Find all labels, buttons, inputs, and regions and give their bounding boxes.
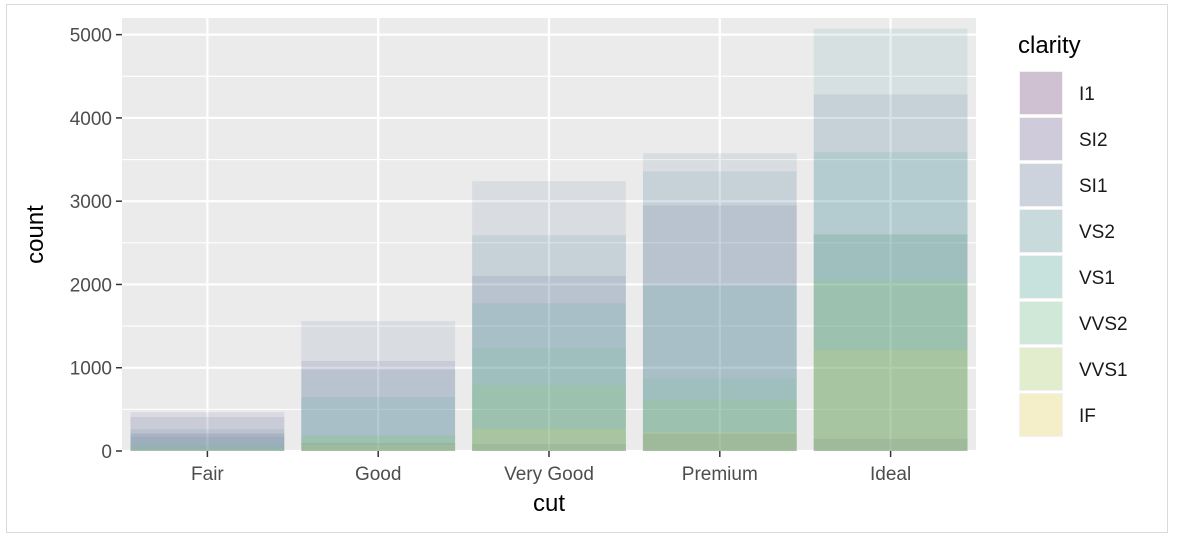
bar-si2-premium	[642, 205, 797, 451]
bar-vvs2-good	[301, 435, 456, 451]
legend-key-swatch	[1020, 302, 1062, 344]
bar-si2-ideal	[813, 234, 968, 451]
legend-item-i1: I1	[1019, 71, 1095, 115]
bar-if-fair	[130, 450, 285, 451]
y-tick-label: 0	[101, 442, 112, 463]
legend-key-swatch	[1020, 256, 1062, 298]
legend-key-swatch	[1020, 348, 1062, 390]
legend-item-vvs2: VVS2	[1019, 301, 1128, 345]
legend-key-background	[1019, 255, 1063, 299]
bar-if-very-good	[472, 428, 626, 451]
bar-si1-premium	[642, 153, 797, 451]
bar-vvs1-very-good	[472, 385, 626, 451]
legend-key-swatch	[1020, 210, 1062, 252]
x-tick-label: Ideal	[870, 464, 911, 485]
bar-i1-good	[301, 443, 456, 451]
legend-item-si2: SI2	[1019, 117, 1108, 161]
bar-vvs1-fair	[130, 449, 285, 451]
legend-key-background	[1019, 209, 1063, 253]
bar-si1-ideal	[813, 94, 968, 451]
grid-layer	[122, 18, 976, 453]
y-tick-label: 1000	[70, 359, 112, 380]
x-tick-label: Premium	[682, 464, 758, 485]
bar-vvs1-good	[301, 435, 456, 451]
bar-vs1-good	[301, 397, 456, 451]
x-tick-label: Very Good	[504, 464, 594, 485]
legend-item-if: IF	[1019, 393, 1096, 437]
bar-i1-premium	[642, 433, 797, 451]
legend-key-swatch	[1020, 72, 1062, 114]
bar-si2-fair	[130, 412, 285, 451]
legend-key-background	[1019, 163, 1063, 207]
bar-vvs1-premium	[642, 399, 797, 451]
legend-label: SI1	[1079, 176, 1108, 197]
bar-vs1-premium	[642, 285, 797, 451]
y-tick-label: 3000	[70, 192, 112, 213]
legend-key-swatch	[1020, 164, 1062, 206]
legend-label: VVS1	[1079, 360, 1128, 381]
legend-key-background	[1019, 117, 1063, 161]
bar-si1-fair	[130, 417, 285, 451]
x-tick-label: Good	[355, 464, 401, 485]
y-tick-label: 5000	[70, 26, 112, 47]
bar-vs1-ideal	[813, 152, 968, 451]
legend-label: SI2	[1079, 130, 1108, 151]
bar-i1-fair	[130, 433, 285, 451]
legend-items: I1 SI2 SI1 VS2 VS1 VVS2 VVS1 IF	[1019, 71, 1128, 437]
bar-vvs2-ideal	[813, 234, 968, 451]
bar-vvs1-ideal	[813, 280, 968, 451]
bar-i1-very-good	[472, 444, 626, 451]
bar-if-premium	[642, 431, 797, 451]
legend-item-vs2: VS2	[1019, 209, 1115, 253]
y-axis-title: count	[22, 205, 49, 264]
legend-key-swatch	[1020, 394, 1062, 436]
legend-label: IF	[1079, 406, 1096, 427]
bar-vvs2-fair	[130, 445, 285, 451]
bar-si1-very-good	[472, 181, 626, 451]
x-tick-label: Fair	[191, 464, 224, 485]
axes-layer: 0 1000 2000 3000 4000 5000 Fair Good Very Good Pr…	[70, 26, 911, 485]
y-tick-label: 2000	[70, 275, 112, 296]
legend-label: I1	[1079, 84, 1095, 105]
bar-vvs2-very-good	[472, 348, 626, 451]
bar-vs1-fair	[130, 436, 285, 451]
bar-vs2-fair	[130, 429, 285, 451]
bar-vs2-very-good	[472, 235, 626, 451]
chart-figure: 0 1000 2000 3000 4000 5000 Fair Good Very Good Pr…	[6, 4, 1168, 533]
x-axis-title: cut	[533, 490, 565, 517]
legend-item-si1: SI1	[1019, 163, 1108, 207]
legend: clarity I1 SI2 SI1 VS2 VS1 VVS2 VVS1 IF	[1018, 32, 1128, 437]
legend-key-background	[1019, 71, 1063, 115]
bar-if-ideal	[813, 350, 968, 451]
legend-key-swatch	[1020, 118, 1062, 160]
legend-key-background	[1019, 347, 1063, 391]
legend-label: VS1	[1079, 268, 1115, 289]
bar-vs2-good	[301, 369, 456, 451]
bar-vvs2-premium	[642, 378, 797, 451]
legend-title: clarity	[1018, 32, 1081, 59]
legend-key-background	[1019, 393, 1063, 437]
bar-if-good	[301, 445, 456, 451]
y-tick-label: 4000	[70, 109, 112, 130]
bars-layer	[130, 28, 968, 452]
legend-key-background	[1019, 301, 1063, 345]
legend-item-vvs1: VVS1	[1019, 347, 1128, 391]
legend-label: VVS2	[1079, 314, 1128, 335]
bar-i1-ideal	[813, 438, 968, 451]
legend-label: VS2	[1079, 222, 1115, 243]
bar-vs1-very-good	[472, 303, 626, 451]
bar-si2-good	[301, 360, 456, 451]
bar-si1-good	[301, 321, 456, 451]
bar-vs2-premium	[642, 171, 797, 451]
chart-svg: 0 1000 2000 3000 4000 5000 Fair Good Very Good Pr…	[22, 18, 1128, 517]
bar-si2-very-good	[472, 276, 626, 451]
bar-vs2-ideal	[813, 28, 968, 452]
legend-item-vs1: VS1	[1019, 255, 1115, 299]
